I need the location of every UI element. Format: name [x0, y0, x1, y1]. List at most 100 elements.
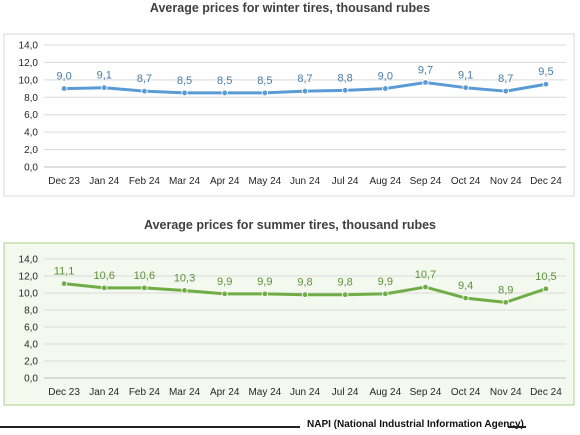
summer-data-point — [301, 291, 309, 298]
winter-data-label: 9,1 — [458, 70, 473, 82]
winter-y-tick-label: 8,0 — [24, 93, 38, 104]
winter-data-label: 9,5 — [538, 66, 553, 78]
winter-data-point — [382, 85, 389, 92]
summer-data-point — [221, 290, 228, 298]
winter-tires-chart: 0,0 2,0 4,0 6,0 8,0 10,0 12,0 14,0 Dec 23 Jan 24 F… — [0, 0, 580, 200]
footer-rule-left — [0, 426, 300, 428]
summer-x-tick-label: Feb 24 — [129, 387, 161, 398]
winter-y-tick-label: 0,0 — [24, 163, 38, 174]
winter-x-tick-label: Jul 24 — [332, 176, 359, 187]
summer-data-point — [141, 284, 148, 292]
winter-x-tick-label: Jan 24 — [89, 176, 119, 187]
summer-data-point — [542, 285, 550, 292]
winter-chart-svg: 0,0 2,0 4,0 6,0 8,0 10,0 12,0 14,0 Dec 23 Jan 24 F… — [3, 33, 575, 197]
summer-data-point — [181, 287, 188, 294]
summer-x-tick-label: Oct 24 — [451, 387, 481, 398]
winter-x-tick-label: Apr 24 — [210, 176, 240, 187]
winter-data-label: 8,5 — [177, 75, 192, 87]
summer-data-label: 9,9 — [378, 276, 393, 288]
summer-chart-svg: 0,0 2,0 4,0 6,0 8,0 10,0 12,0 14,0 Dec 23 Jan 24 F… — [3, 242, 575, 406]
winter-chart-title: Average prices for winter tires, thousan… — [149, 1, 431, 15]
summer-data-point — [382, 290, 389, 298]
summer-data-label: 10,6 — [134, 270, 155, 282]
winter-data-label: 9,0 — [378, 71, 393, 83]
winter-x-tick-label: Jun 24 — [290, 176, 320, 187]
summer-data-label: 10,6 — [94, 270, 115, 282]
summer-y-tick-label: 2,0 — [24, 357, 38, 368]
winter-data-point — [261, 89, 269, 97]
winter-data-point — [181, 89, 188, 97]
summer-y-tick-label: 10,0 — [19, 289, 39, 300]
winter-data-point — [462, 84, 469, 91]
summer-data-label: 9,8 — [297, 277, 312, 289]
winter-y-tick-label: 6,0 — [24, 110, 38, 121]
summer-data-point — [422, 283, 429, 291]
summer-chart-area — [3, 242, 575, 406]
summer-chart-title: Average prices for summer tires, thousan… — [144, 218, 436, 232]
winter-x-tick-label: Dec 24 — [530, 176, 562, 187]
winter-x-tick-label: Mar 24 — [169, 176, 201, 187]
winter-x-tick-label: Nov 24 — [490, 176, 522, 187]
winter-x-tick-label: May 24 — [248, 176, 281, 187]
summer-x-tick-label: Sep 24 — [410, 387, 442, 398]
winter-data-label: 8,7 — [137, 73, 152, 85]
winter-data-point — [542, 81, 550, 88]
summer-data-point — [341, 291, 349, 298]
winter-y-tick-label: 12,0 — [19, 58, 39, 69]
summer-data-label: 11,1 — [54, 266, 75, 278]
summer-data-point — [462, 294, 469, 302]
summer-x-tick-label: Jan 24 — [89, 387, 119, 398]
summer-x-tick-label: May 24 — [248, 387, 281, 398]
winter-data-label: 8,5 — [257, 75, 272, 87]
summer-x-tick-label: Dec 23 — [48, 387, 80, 398]
winter-y-tick-label: 14,0 — [19, 41, 39, 52]
summer-data-label: 10,5 — [535, 271, 556, 283]
summer-y-tick-label: 8,0 — [24, 306, 38, 317]
summer-x-tick-label: Dec 24 — [530, 387, 562, 398]
winter-data-point — [101, 84, 108, 91]
winter-data-point — [301, 87, 309, 95]
summer-y-tick-label: 14,0 — [19, 255, 39, 266]
summer-x-tick-label: Nov 24 — [490, 387, 522, 398]
summer-data-label: 8,9 — [498, 284, 513, 296]
winter-data-label: 9,0 — [56, 71, 71, 83]
winter-data-point — [422, 79, 429, 86]
winter-data-point — [221, 89, 228, 97]
summer-x-tick-label: Jun 24 — [290, 387, 320, 398]
winter-data-label: 8,7 — [498, 73, 513, 85]
summer-x-tick-label: Apr 24 — [210, 387, 240, 398]
winter-y-tick-label: 10,0 — [19, 75, 39, 86]
summer-x-tick-label: Mar 24 — [169, 387, 201, 398]
winter-y-tick-label: 2,0 — [24, 145, 38, 156]
winter-y-tick-label: 4,0 — [24, 128, 38, 139]
winter-data-label: 8,8 — [338, 72, 353, 84]
winter-x-tick-label: Dec 23 — [48, 176, 80, 187]
summer-data-label: 9,9 — [217, 276, 232, 288]
summer-data-point — [101, 284, 108, 292]
summer-x-tick-label: Aug 24 — [369, 387, 401, 398]
summer-data-label: 10,7 — [415, 269, 436, 281]
summer-y-tick-label: 12,0 — [19, 272, 39, 283]
summer-data-label: 10,3 — [174, 272, 195, 284]
winter-x-tick-label: Oct 24 — [451, 176, 481, 187]
summer-y-tick-label: 6,0 — [24, 323, 38, 334]
winter-data-label: 8,5 — [217, 75, 232, 87]
winter-x-tick-label: Feb 24 — [129, 176, 161, 187]
source-footer: NAPI (National Industrial Information Ag… — [0, 419, 580, 435]
summer-data-label: 9,8 — [338, 277, 353, 289]
summer-y-tick-label: 4,0 — [24, 340, 38, 351]
summer-y-tick-label: 0,0 — [24, 374, 38, 385]
summer-data-point — [60, 280, 68, 287]
winter-data-label: 9,7 — [418, 64, 433, 76]
winter-data-point — [141, 87, 148, 95]
winter-data-point — [341, 87, 349, 94]
summer-data-point — [502, 299, 509, 306]
summer-data-point — [261, 290, 269, 298]
summer-x-tick-label: Jul 24 — [332, 387, 359, 398]
footer-rule-right — [508, 426, 526, 428]
summer-tires-chart: 0,0 2,0 4,0 6,0 8,0 10,0 12,0 14,0 Dec 23 Jan 24 F… — [0, 213, 580, 407]
winter-data-point — [502, 87, 509, 95]
winter-x-tick-label: Aug 24 — [369, 176, 401, 187]
winter-data-label: 9,1 — [97, 70, 112, 82]
